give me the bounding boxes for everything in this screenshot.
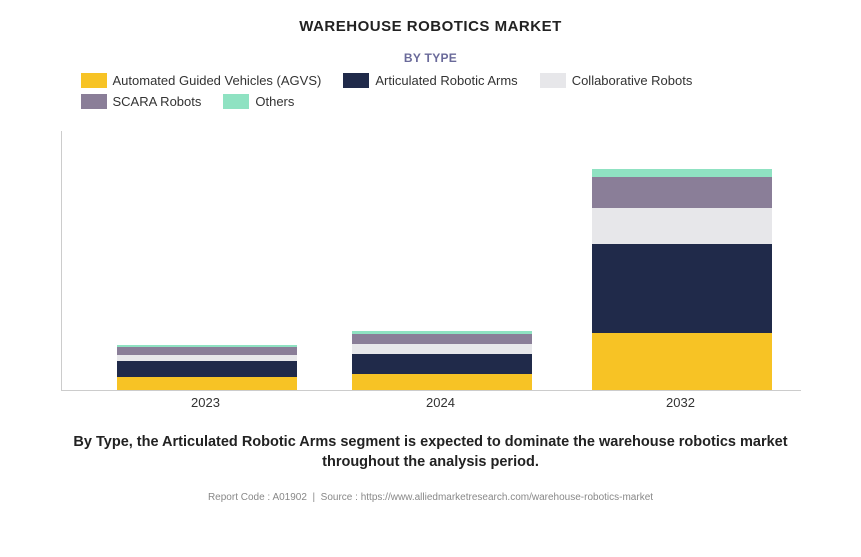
plot-area	[61, 131, 801, 391]
chart-area: 2023 2024 2032	[61, 125, 801, 415]
legend-swatch	[81, 73, 107, 88]
bar-segment	[352, 354, 532, 375]
legend-label: Automated Guided Vehicles (AGVS)	[113, 73, 322, 88]
legend-item: SCARA Robots	[81, 94, 202, 109]
legend-item: Automated Guided Vehicles (AGVS)	[81, 73, 322, 88]
legend-item: Articulated Robotic Arms	[343, 73, 517, 88]
x-axis-label: 2024	[351, 395, 531, 410]
x-axis-label: 2032	[591, 395, 771, 410]
legend-swatch	[343, 73, 369, 88]
source-url: https://www.alliedmarketresearch.com/war…	[361, 492, 653, 503]
bar-segment	[592, 177, 772, 208]
legend-swatch	[223, 94, 249, 109]
legend-item: Others	[223, 94, 294, 109]
footer-sep: |	[313, 492, 316, 503]
bar-segment	[117, 377, 297, 390]
bar-group	[592, 169, 772, 390]
bar-segment	[352, 374, 532, 390]
legend-label: Articulated Robotic Arms	[375, 73, 517, 88]
x-axis-labels: 2023 2024 2032	[61, 391, 801, 415]
chart-caption: By Type, the Articulated Robotic Arms se…	[51, 433, 811, 472]
legend-label: SCARA Robots	[113, 94, 202, 109]
bar-group	[352, 331, 532, 390]
bar-segment	[592, 169, 772, 177]
bar-segment	[352, 344, 532, 353]
chart-footer: Report Code : A01902 | Source : https://…	[0, 492, 861, 503]
bar-segment	[117, 347, 297, 355]
source-label: Source :	[321, 492, 358, 503]
report-code-value: A01902	[272, 492, 306, 503]
legend-item: Collaborative Robots	[540, 73, 693, 88]
bar-group	[117, 345, 297, 391]
bar-segment	[592, 208, 772, 244]
bar-segment	[592, 333, 772, 390]
legend-label: Others	[255, 94, 294, 109]
chart-title: WAREHOUSE ROBOTICS MARKET	[0, 0, 861, 35]
bar-segment	[352, 334, 532, 344]
legend: Automated Guided Vehicles (AGVS) Articula…	[61, 73, 801, 115]
legend-swatch	[540, 73, 566, 88]
legend-swatch	[81, 94, 107, 109]
bar-segment	[117, 361, 297, 377]
bar-segment	[592, 244, 772, 332]
report-code-label: Report Code :	[208, 492, 270, 503]
chart-subtitle: BY TYPE	[0, 51, 861, 65]
x-axis-label: 2023	[116, 395, 296, 410]
legend-label: Collaborative Robots	[572, 73, 693, 88]
